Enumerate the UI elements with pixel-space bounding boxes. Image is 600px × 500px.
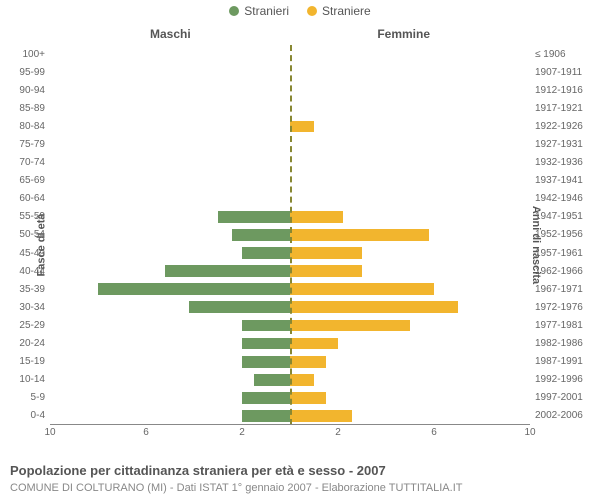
y-tick-age: 5-9 [5, 392, 45, 403]
x-axis: 10622610 [50, 424, 530, 445]
y-tick-birth: 1977-1981 [535, 320, 590, 331]
x-tick: 6 [143, 427, 149, 438]
bar-male [218, 211, 290, 223]
bar-female [290, 265, 362, 277]
y-tick-age: 55-59 [5, 211, 45, 222]
y-tick-age: 65-69 [5, 175, 45, 186]
y-tick-age: 20-24 [5, 338, 45, 349]
y-tick-birth: 1962-1966 [535, 266, 590, 277]
bar-female [290, 229, 429, 241]
bar-female [290, 211, 343, 223]
bar-male [98, 283, 290, 295]
y-tick-birth: 1952-1956 [535, 229, 590, 240]
x-tick: 10 [524, 427, 535, 438]
bar-male [165, 265, 290, 277]
chart-area: Maschi Femmine Fasce di età Anni di nasc… [50, 45, 530, 445]
legend-swatch-female [307, 6, 317, 16]
bar-male [242, 392, 290, 404]
y-tick-age: 30-34 [5, 302, 45, 313]
column-title-female: Femmine [377, 27, 430, 41]
y-tick-age: 85-89 [5, 103, 45, 114]
bar-female [290, 338, 338, 350]
y-tick-age: 25-29 [5, 320, 45, 331]
legend-item-female: Straniere [307, 4, 371, 18]
bar-male [232, 229, 290, 241]
y-tick-birth: 1917-1921 [535, 103, 590, 114]
y-tick-age: 10-14 [5, 374, 45, 385]
y-tick-age: 35-39 [5, 284, 45, 295]
y-tick-age: 60-64 [5, 193, 45, 204]
legend-swatch-male [229, 6, 239, 16]
x-tick: 2 [239, 427, 245, 438]
y-tick-birth: 1942-1946 [535, 193, 590, 204]
bar-female [290, 374, 314, 386]
y-tick-birth: 2002-2006 [535, 410, 590, 421]
y-tick-birth: ≤ 1906 [535, 49, 590, 60]
x-tick: 6 [431, 427, 437, 438]
y-tick-age: 95-99 [5, 67, 45, 78]
y-tick-birth: 1987-1991 [535, 356, 590, 367]
bar-male [242, 356, 290, 368]
x-tick: 2 [335, 427, 341, 438]
chart-caption: Popolazione per cittadinanza straniera p… [10, 463, 386, 478]
center-line [290, 45, 292, 425]
bar-male [254, 374, 290, 386]
y-tick-birth: 1972-1976 [535, 302, 590, 313]
y-tick-birth: 1982-1986 [535, 338, 590, 349]
bar-female [290, 392, 326, 404]
y-tick-birth: 1997-2001 [535, 392, 590, 403]
y-tick-age: 70-74 [5, 157, 45, 168]
y-tick-age: 50-54 [5, 229, 45, 240]
y-tick-birth: 1907-1911 [535, 67, 590, 78]
bar-female [290, 121, 314, 133]
bar-female [290, 356, 326, 368]
y-tick-age: 100+ [5, 49, 45, 60]
y-tick-age: 15-19 [5, 356, 45, 367]
y-tick-birth: 1992-1996 [535, 374, 590, 385]
y-tick-birth: 1932-1936 [535, 157, 590, 168]
legend: Stranieri Straniere [0, 0, 600, 18]
legend-item-male: Stranieri [229, 4, 289, 18]
column-title-male: Maschi [150, 27, 191, 41]
chart-container: Stranieri Straniere Maschi Femmine Fasce… [0, 0, 600, 500]
y-tick-age: 40-44 [5, 266, 45, 277]
y-tick-birth: 1912-1916 [535, 85, 590, 96]
bar-female [290, 283, 434, 295]
bar-male [242, 410, 290, 422]
y-tick-age: 75-79 [5, 139, 45, 150]
bar-female [290, 247, 362, 259]
bar-female [290, 410, 352, 422]
legend-label-female: Straniere [322, 4, 371, 18]
bar-male [242, 247, 290, 259]
y-tick-birth: 1947-1951 [535, 211, 590, 222]
y-tick-birth: 1922-1926 [535, 121, 590, 132]
bar-male [242, 320, 290, 332]
legend-label-male: Stranieri [244, 4, 289, 18]
bar-male [189, 301, 290, 313]
y-tick-birth: 1957-1961 [535, 248, 590, 259]
bar-female [290, 320, 410, 332]
chart-subcaption: COMUNE DI COLTURANO (MI) - Dati ISTAT 1°… [10, 482, 462, 494]
bar-male [242, 338, 290, 350]
y-tick-birth: 1967-1971 [535, 284, 590, 295]
y-tick-age: 0-4 [5, 410, 45, 421]
y-tick-birth: 1937-1941 [535, 175, 590, 186]
y-tick-age: 90-94 [5, 85, 45, 96]
bar-female [290, 301, 458, 313]
x-tick: 10 [44, 427, 55, 438]
y-tick-age: 45-49 [5, 248, 45, 259]
y-tick-age: 80-84 [5, 121, 45, 132]
y-tick-birth: 1927-1931 [535, 139, 590, 150]
